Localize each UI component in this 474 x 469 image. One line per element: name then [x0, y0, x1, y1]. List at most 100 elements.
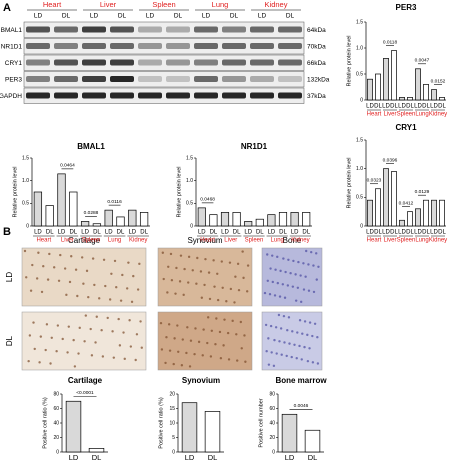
- blot-band: [222, 92, 246, 99]
- x-tick-label: DL: [406, 230, 414, 236]
- x-tick-label: LD: [244, 230, 252, 236]
- histology-image: [157, 311, 253, 371]
- bar: [220, 212, 230, 227]
- cell: [89, 327, 92, 331]
- cell: [67, 325, 70, 328]
- bar: [69, 191, 78, 227]
- lane-label: DL: [174, 13, 183, 20]
- x-tick-label: DL: [93, 230, 101, 236]
- cell: [164, 361, 167, 365]
- blot-band: [222, 76, 246, 82]
- cell: [283, 296, 287, 299]
- cell: [31, 263, 34, 267]
- blot-band: [250, 59, 274, 66]
- blot-strip: [23, 87, 305, 104]
- cell: [273, 338, 276, 342]
- cell: [276, 255, 279, 259]
- cell: [180, 364, 184, 367]
- blot-band: [138, 26, 162, 33]
- blot-band: [166, 26, 190, 33]
- x-tick-label: LD: [69, 453, 79, 462]
- x-tick-label: DL: [208, 453, 218, 462]
- cell: [49, 362, 52, 365]
- y-axis-label: Relative protein level: [176, 166, 182, 217]
- x-tick-label: LD: [382, 230, 390, 236]
- blot-band: [26, 26, 50, 33]
- y-tick-label: 0.5: [186, 201, 193, 207]
- bar: [232, 212, 241, 227]
- cell: [56, 324, 60, 327]
- cell: [52, 266, 56, 269]
- x-tick-label: DL: [390, 230, 398, 236]
- cell: [101, 355, 105, 358]
- x-tick-label: DL: [438, 230, 446, 236]
- y-tick-label: 80: [53, 391, 59, 397]
- cell: [121, 273, 124, 277]
- cell: [138, 262, 141, 266]
- cell: [289, 272, 292, 275]
- cell: [315, 252, 318, 255]
- cell: [282, 257, 285, 260]
- protein-label: BMAL1: [1, 27, 23, 34]
- y-axis-label: Positive cell number: [258, 398, 264, 447]
- cell: [281, 283, 285, 286]
- x-tick-label: DL: [390, 104, 398, 110]
- bar: [383, 58, 389, 101]
- cell: [110, 272, 113, 275]
- x-tick-label: LD: [81, 230, 89, 236]
- cell: [83, 340, 86, 343]
- tissue-label: Lung: [212, 0, 229, 9]
- bar: [375, 188, 381, 227]
- group-label: Lung: [271, 238, 284, 244]
- bar: [391, 50, 397, 101]
- group-label: Lung: [415, 112, 428, 118]
- histology-column: Cartilage: [68, 236, 101, 245]
- bar: [104, 209, 113, 227]
- cell: [208, 297, 212, 301]
- x-tick-label: LD: [398, 230, 406, 236]
- cell: [280, 353, 283, 356]
- bar: [88, 448, 105, 453]
- blot-band: [250, 26, 274, 33]
- cell: [159, 321, 163, 325]
- cell: [236, 359, 239, 362]
- y-axis-label: Relative protein level: [346, 35, 352, 86]
- chart-title: PER3: [396, 3, 417, 12]
- cell: [228, 261, 232, 264]
- blot-band: [138, 59, 162, 66]
- cell: [118, 344, 122, 347]
- tissue-label: Liver: [100, 0, 117, 9]
- cell: [33, 347, 36, 351]
- size-label: 64kDa: [307, 27, 326, 34]
- cell: [237, 288, 241, 292]
- y-axis-label: Relative protein level: [346, 157, 352, 208]
- blot-band: [278, 59, 302, 66]
- bar: [128, 209, 137, 227]
- bar: [57, 173, 66, 227]
- p-value: 0.0396: [383, 157, 398, 163]
- y-axis-label: Relative protein level: [12, 166, 18, 217]
- lane-label: DL: [62, 13, 71, 20]
- cell: [128, 319, 131, 322]
- blot-band: [278, 26, 302, 33]
- group-label: Liver: [61, 238, 74, 244]
- histology-row: DL: [5, 335, 14, 346]
- cell: [276, 281, 280, 285]
- cell: [35, 277, 39, 280]
- cell: [27, 359, 30, 363]
- cell: [227, 358, 231, 361]
- x-tick-label: LD: [105, 230, 113, 236]
- histology-column: Bone: [283, 236, 302, 245]
- bar: [439, 97, 445, 101]
- cell: [302, 262, 305, 265]
- cell: [306, 333, 309, 337]
- cell: [93, 283, 96, 287]
- chart-title: BMAL1: [77, 142, 105, 151]
- cell: [294, 299, 298, 302]
- cell: [308, 347, 311, 350]
- cell: [80, 256, 84, 259]
- cell: [304, 249, 308, 253]
- cell: [303, 320, 307, 323]
- cell: [292, 259, 295, 263]
- cell: [100, 328, 103, 332]
